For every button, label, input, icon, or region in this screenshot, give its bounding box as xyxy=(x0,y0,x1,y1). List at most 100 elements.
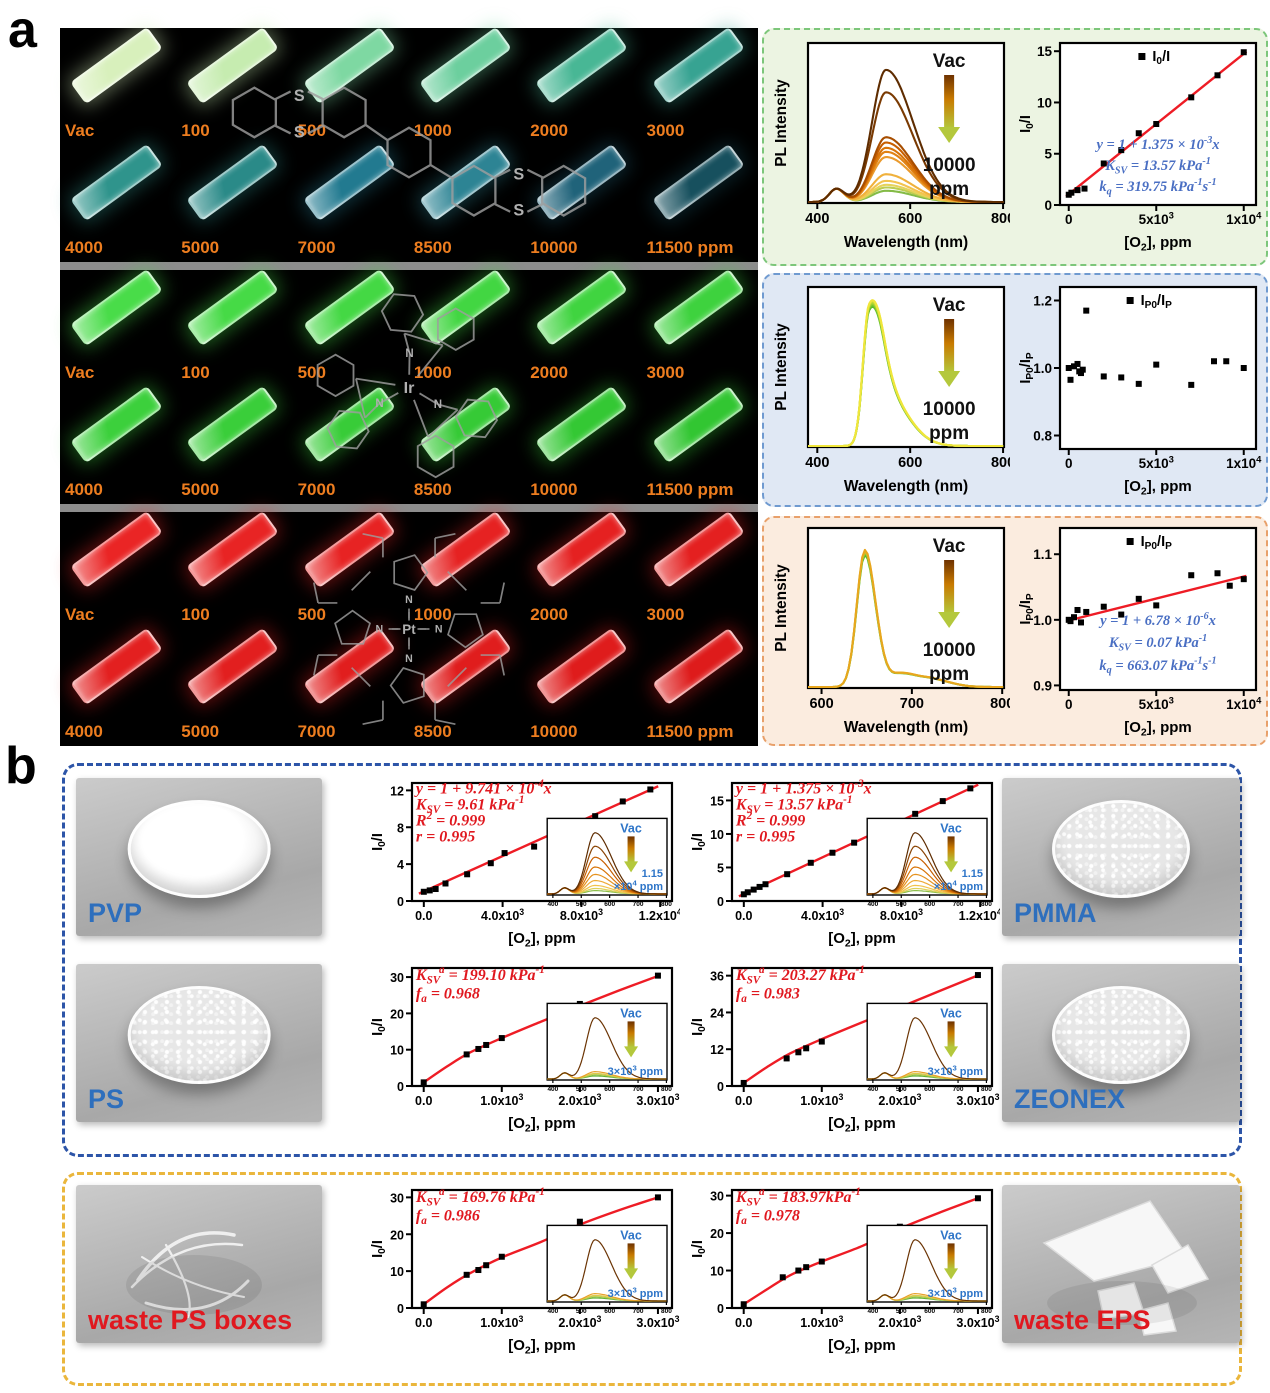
luminescent-slab xyxy=(419,143,512,222)
sample-photo-cell: 5000 xyxy=(176,627,292,746)
svg-text:0: 0 xyxy=(1065,697,1073,712)
svg-text:5: 5 xyxy=(1044,147,1052,162)
svg-text:700: 700 xyxy=(633,1086,644,1093)
svg-text:8.0x103: 8.0x103 xyxy=(880,907,923,923)
svg-text:0: 0 xyxy=(717,1302,724,1316)
sample-photo-cell: Vac xyxy=(60,268,176,387)
luminescent-slab xyxy=(535,385,629,464)
waste-ps-sv-chart: 0.0 1.0x103 2.0x103 3.0x103 0 10 20 30 [O2], ppm… xyxy=(368,1182,680,1364)
sample-photo-cell: 11500 ppm xyxy=(642,385,758,504)
svg-text:600: 600 xyxy=(924,901,935,908)
sample-photo-cell: 3000 xyxy=(642,26,758,145)
gas-concentration-label: 4000 xyxy=(65,722,103,741)
gas-concentration-label: 5000 xyxy=(181,480,220,499)
svg-text:Vac: Vac xyxy=(933,295,966,316)
gas-concentration-label: 4000 xyxy=(65,480,103,499)
svg-text:600: 600 xyxy=(809,696,833,712)
gas-concentration-label: 10000 xyxy=(530,480,578,499)
svg-text:0: 0 xyxy=(397,1302,404,1316)
zeonex-sv-chart: 0.0 1.0x103 2.0x103 3.0x103 0 12 24 36 [O2], ppm… xyxy=(688,960,1000,1142)
luminescent-slab xyxy=(651,268,745,347)
svg-text:×104 ppm: ×104 ppm xyxy=(614,878,663,893)
luminescent-slab xyxy=(70,627,163,706)
svg-text:30: 30 xyxy=(710,1190,724,1204)
svg-text:3.0x103: 3.0x103 xyxy=(636,1092,679,1108)
svg-text:0.0: 0.0 xyxy=(415,1094,432,1108)
svg-text:0.9: 0.9 xyxy=(1033,678,1052,693)
white-foam-pieces xyxy=(1042,1200,1210,1336)
svg-text:3×103 ppm: 3×103 ppm xyxy=(608,1285,664,1300)
svg-text:IP0/IP: IP0/IP xyxy=(1141,293,1172,311)
svg-text:I0/I: I0/I xyxy=(690,1018,708,1036)
sample-photo-cell: 5000 xyxy=(176,143,292,262)
svg-text:3×103 ppm: 3×103 ppm xyxy=(928,1285,984,1300)
gas-concentration-label: 100 xyxy=(181,363,210,382)
svg-text:y = 1 + 1.375 × 10-3x: y = 1 + 1.375 × 10-3x xyxy=(734,778,872,798)
svg-text:0: 0 xyxy=(1065,456,1073,471)
gas-concentration-label: 5000 xyxy=(181,238,220,257)
svg-text:4.0x103: 4.0x103 xyxy=(801,907,844,923)
svg-text:y = 1 + 6.78 × 10-6x: y = 1 + 6.78 × 10-6x xyxy=(1098,611,1216,629)
svg-text:10: 10 xyxy=(710,1265,724,1279)
sample-photo-cell: 5000 xyxy=(176,385,292,504)
svg-text:IP0/IP: IP0/IP xyxy=(1141,534,1172,552)
gas-concentration-label: 3000 xyxy=(646,605,685,624)
svg-text:0.0: 0.0 xyxy=(735,1316,752,1330)
luminescent-slab xyxy=(302,143,396,222)
gas-concentration-label: 1000 xyxy=(413,605,452,624)
gas-concentration-label: 10000 xyxy=(530,238,578,257)
svg-text:[O2], ppm: [O2], ppm xyxy=(1124,234,1192,253)
svg-text:700: 700 xyxy=(633,901,644,908)
gas-concentration-label: 1000 xyxy=(413,363,452,382)
svg-text:4.0x103: 4.0x103 xyxy=(481,907,524,923)
sample-photo-cell: 7000 xyxy=(293,627,409,746)
pmma-photo: PMMA xyxy=(1002,778,1240,936)
svg-text:700: 700 xyxy=(953,1086,964,1093)
b_pvp-svg: 0.0 4.0x103 8.0x103 1.2x104 0 4 8 12 [O2], ppm I0… xyxy=(370,778,680,949)
svg-text:600: 600 xyxy=(924,1308,935,1315)
gas-concentration-label: 3000 xyxy=(646,363,685,382)
svg-text:PL Intensity: PL Intensity xyxy=(773,79,790,167)
svg-text:3×103 ppm: 3×103 ppm xyxy=(608,1063,664,1078)
svg-text:500: 500 xyxy=(576,1308,587,1315)
blue-series-databox: 400 600 800 Wavelength (nm) PL Intensity Vac 1… xyxy=(762,273,1268,507)
sample-photo-cell: 3000 xyxy=(642,510,758,629)
svg-text:500: 500 xyxy=(896,1308,907,1315)
sample-photo-cell: Vac xyxy=(60,510,176,629)
svg-text:PL Intensity: PL Intensity xyxy=(773,564,790,652)
svg-text:24: 24 xyxy=(710,1006,724,1020)
luminescent-slab xyxy=(186,627,280,706)
svg-text:1.15: 1.15 xyxy=(642,868,663,880)
sample-photo-cell: 4000 xyxy=(60,385,176,504)
svg-text:600: 600 xyxy=(604,1086,615,1093)
gas-concentration-label: 7000 xyxy=(297,238,336,257)
sample-row-iridium: Vac 100 500 1000 2000 3000 4000 5000 7000 8500 100… xyxy=(60,268,758,504)
sample-photo-cell: 11500 ppm xyxy=(642,627,758,746)
svg-text:1.15: 1.15 xyxy=(962,868,983,880)
luminescent-slab xyxy=(535,26,629,105)
zeonex-label: ZEONEX xyxy=(1014,1084,1126,1114)
luminescent-slab xyxy=(535,143,629,222)
svg-text:4: 4 xyxy=(397,858,404,872)
gas-concentration-label: 8500 xyxy=(413,722,452,741)
svg-text:0.0: 0.0 xyxy=(415,1316,432,1330)
luminescent-slab xyxy=(535,268,629,347)
svg-text:8: 8 xyxy=(397,821,404,835)
svg-text:0.0: 0.0 xyxy=(415,909,432,923)
sample-photo-cell: 2000 xyxy=(525,26,641,145)
svg-text:400: 400 xyxy=(805,455,829,471)
svg-text:5x103: 5x103 xyxy=(1139,210,1174,227)
sample-photo-cell: 100 xyxy=(176,510,292,629)
svg-text:1.0x103: 1.0x103 xyxy=(480,1092,523,1108)
gas-concentration-label: 1000 xyxy=(413,121,452,140)
svg-text:KSV = 13.57 kPa-1: KSV = 13.57 kPa-1 xyxy=(735,794,853,816)
svg-text:IP0/IP: IP0/IP xyxy=(1018,352,1036,383)
svg-text:8.0x103: 8.0x103 xyxy=(560,907,603,923)
svg-text:Wavelength (nm): Wavelength (nm) xyxy=(844,234,968,251)
svg-text:kq = 319.75 kPa-1s-1: kq = 319.75 kPa-1s-1 xyxy=(1099,177,1216,197)
svg-text:I0/I: I0/I xyxy=(690,1240,708,1258)
svg-text:400: 400 xyxy=(547,901,558,908)
sample-photo-cell: 500 xyxy=(293,26,409,145)
svg-text:800: 800 xyxy=(661,1086,672,1093)
svg-text:[O2], ppm: [O2], ppm xyxy=(828,1115,896,1134)
